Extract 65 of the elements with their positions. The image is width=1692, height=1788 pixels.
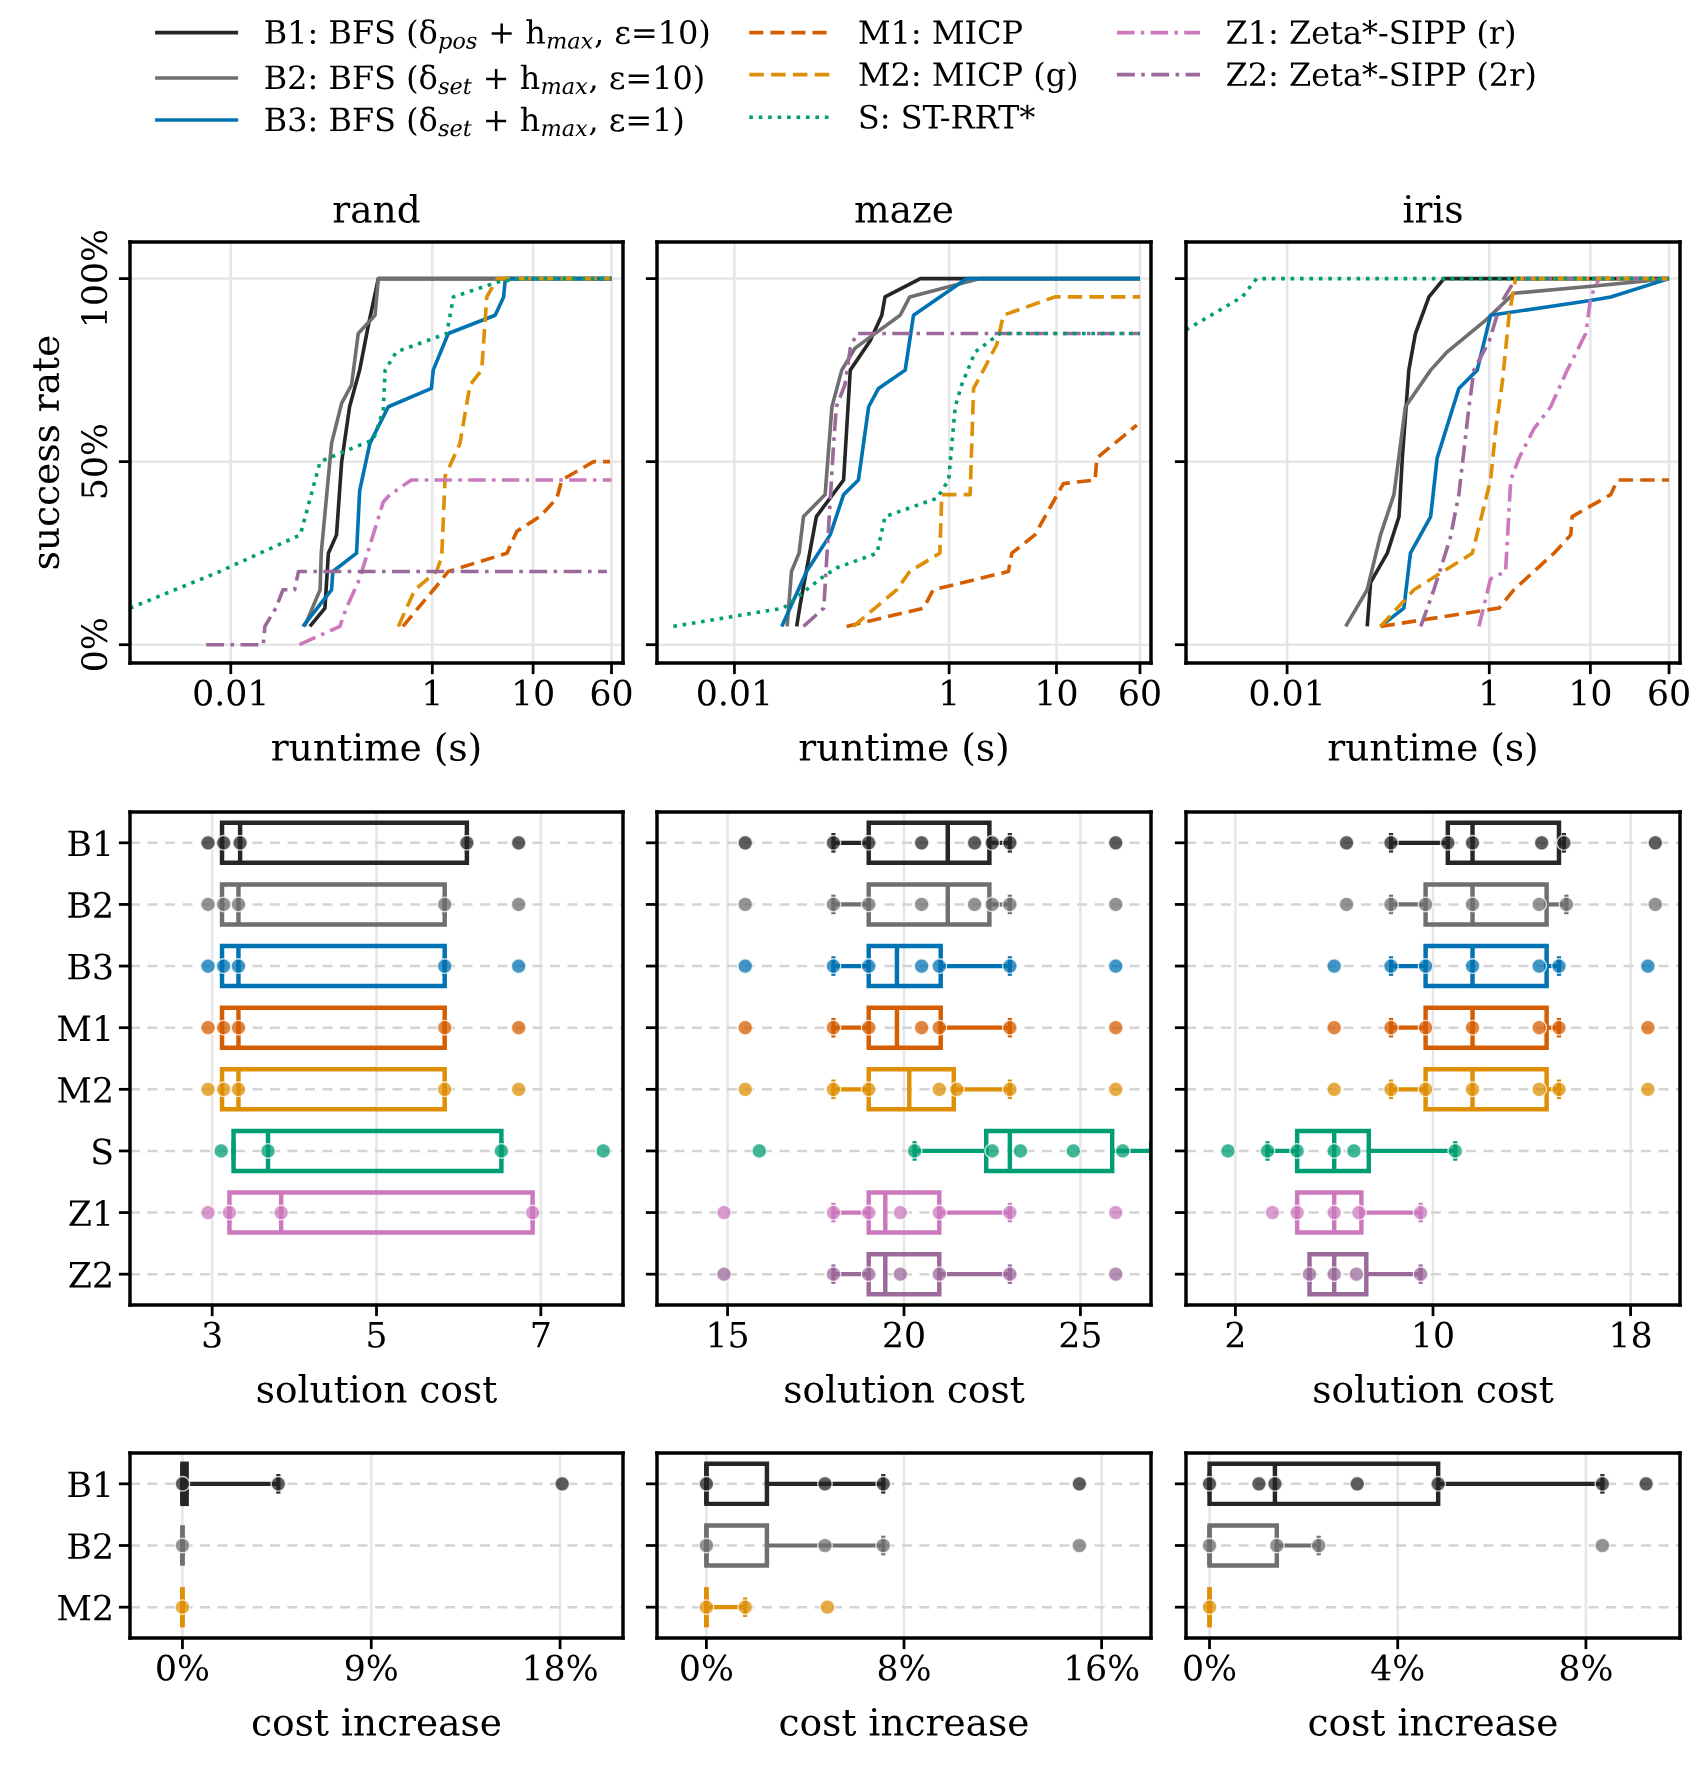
x-axis-title: runtime (s) xyxy=(1328,732,1536,767)
x-axis-title: solution cost xyxy=(785,1374,1025,1404)
y-tick-label: B1 xyxy=(68,1471,110,1498)
legend-label: Z2: Zeta*-SIPP (2r) xyxy=(1226,61,1535,91)
x-tick-label: 0% xyxy=(157,1654,209,1681)
x-tick-label: 0.01 xyxy=(194,679,265,706)
legend-label: M2: MICP (g) xyxy=(859,61,1077,93)
x-tick-label: 8% xyxy=(878,1654,930,1681)
x-tick-label: 7 xyxy=(532,1322,550,1348)
x-tick-label: 4% xyxy=(1371,1654,1424,1681)
x-tick-label: 1 xyxy=(942,679,956,706)
y-tick-label: B2 xyxy=(68,891,111,918)
x-tick-label: 3 xyxy=(203,1321,221,1348)
legend-label: B3: BFS (δ$_{set}$ + h$_{max}$, ε=1) xyxy=(265,106,683,137)
x-tick-label: 1 xyxy=(425,679,439,706)
x-axis-title: cost increase xyxy=(780,1707,1028,1737)
x-tick-label: 10 xyxy=(1572,679,1611,706)
x-tick-label: 1 xyxy=(1482,679,1496,706)
x-tick-label: 15 xyxy=(709,1321,747,1348)
y-tick-label: B3 xyxy=(68,953,112,980)
y-tick-label: M2 xyxy=(58,1594,111,1621)
legend-label: B2: BFS (δ$_{set}$ + h$_{max}$, ε=10) xyxy=(265,64,703,95)
x-axis-title: runtime (s) xyxy=(272,732,480,767)
x-tick-label: 16% xyxy=(1067,1654,1139,1681)
x-tick-label: 10 xyxy=(515,679,553,706)
legend-label: B1: BFS (δ$_{pos}$ + h$_{max}$, ε=10) xyxy=(265,19,709,54)
x-tick-label: 18% xyxy=(525,1654,597,1681)
y-axis-title: success rate xyxy=(33,336,60,569)
x-tick-label: 18 xyxy=(1612,1321,1651,1348)
legend-label: M1: MICP xyxy=(859,20,1022,45)
y-tick-label: B2 xyxy=(68,1532,111,1559)
x-tick-label: 8% xyxy=(1560,1654,1612,1681)
x-tick-label: 0.01 xyxy=(1250,679,1321,706)
x-axis-title: cost increase xyxy=(252,1707,501,1737)
x-tick-label: 0.01 xyxy=(698,679,769,706)
chart-title: rand xyxy=(333,194,420,224)
x-tick-label: 9% xyxy=(345,1654,397,1681)
x-tick-label: 2 xyxy=(1226,1321,1244,1348)
y-tick-label: 50% xyxy=(81,424,108,498)
legend-label: Z1: Zeta*-SIPP (r) xyxy=(1226,19,1515,49)
x-tick-label: 60 xyxy=(1120,679,1160,706)
legend-label: S: ST-RRT* xyxy=(860,104,1035,129)
y-tick-label: 0% xyxy=(81,619,108,670)
x-tick-label: 10 xyxy=(1038,679,1077,706)
x-tick-label: 20 xyxy=(884,1321,924,1348)
x-tick-label: 25 xyxy=(1060,1321,1100,1348)
y-tick-label: B1 xyxy=(68,830,110,856)
x-tick-label: 0% xyxy=(681,1654,733,1681)
x-tick-label: 60 xyxy=(1649,679,1689,706)
x-axis-title: cost increase xyxy=(1309,1707,1557,1737)
x-tick-label: 10 xyxy=(1415,1321,1453,1348)
x-axis-title: runtime (s) xyxy=(799,732,1007,767)
chart-title: iris xyxy=(1403,194,1462,224)
y-tick-label: S xyxy=(93,1138,112,1165)
x-tick-label: 5 xyxy=(368,1322,385,1348)
y-tick-label: Z2 xyxy=(69,1261,111,1288)
y-tick-label: 100% xyxy=(81,230,108,325)
x-axis-title: solution cost xyxy=(257,1374,497,1404)
x-tick-label: 60 xyxy=(591,679,632,706)
y-tick-label: Z1 xyxy=(69,1199,110,1226)
y-tick-label: M2 xyxy=(58,1076,111,1103)
y-tick-label: M1 xyxy=(58,1015,110,1041)
x-axis-title: solution cost xyxy=(1314,1374,1554,1404)
chart-title: maze xyxy=(855,202,953,224)
x-tick-label: 0% xyxy=(1184,1654,1236,1681)
